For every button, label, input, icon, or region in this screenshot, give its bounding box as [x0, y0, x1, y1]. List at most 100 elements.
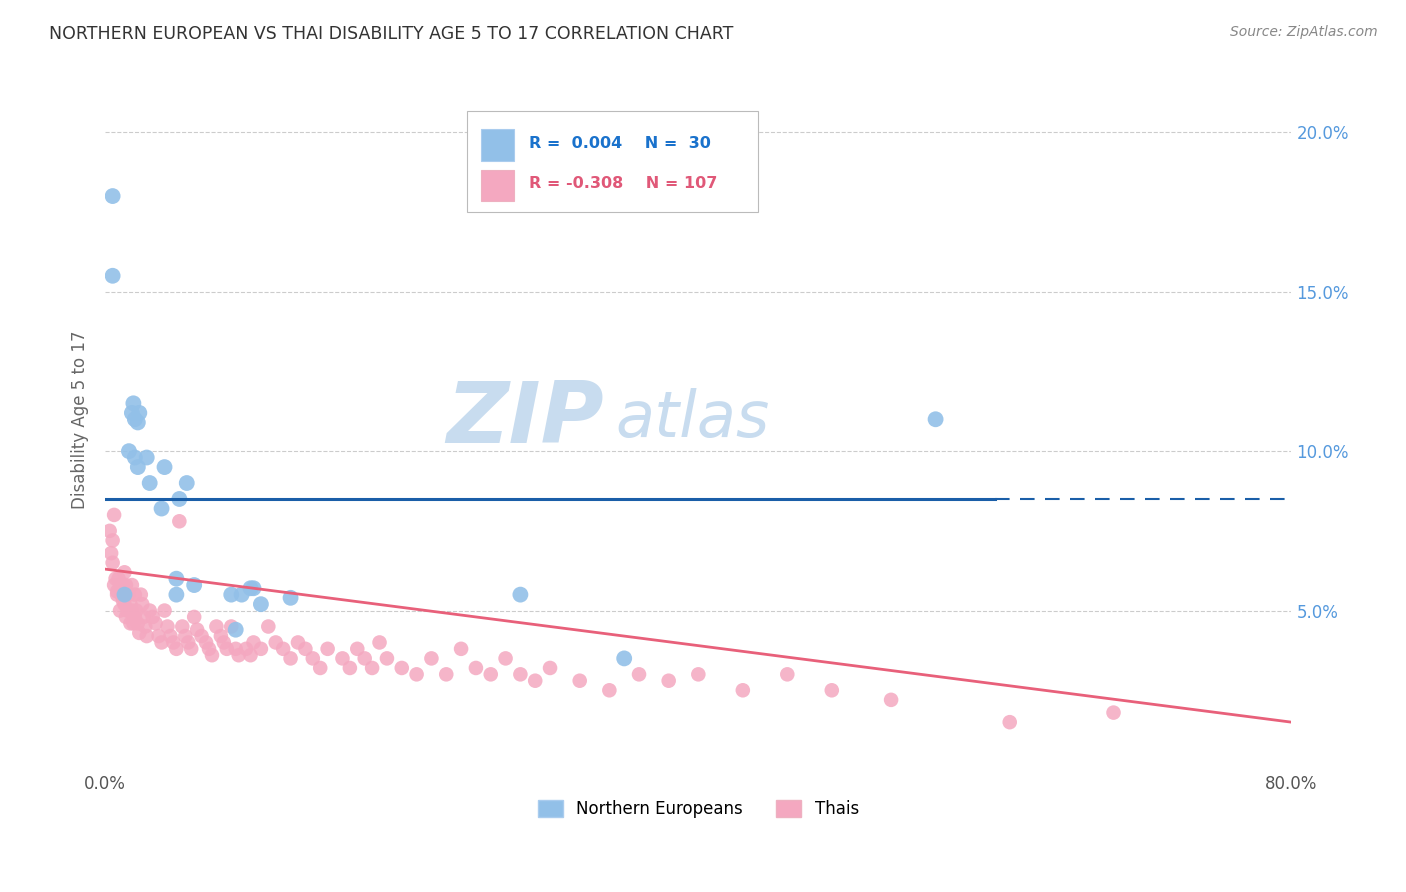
Point [177, 635, 200, 649]
Point [538, 661, 561, 675]
Point [108, 603, 131, 617]
Point [301, 651, 323, 665]
Point [250, 641, 273, 656]
Point [309, 661, 332, 675]
Point [368, 635, 391, 649]
Point [111, 578, 134, 592]
Legend: Northern Europeans, Thais: Northern Europeans, Thais [531, 793, 866, 825]
Point [294, 641, 316, 656]
Text: Source: ZipAtlas.com: Source: ZipAtlas.com [1230, 25, 1378, 39]
Point [138, 476, 160, 491]
Point [242, 635, 264, 649]
Point [114, 566, 136, 580]
Point [148, 629, 170, 643]
Point [105, 588, 128, 602]
Point [134, 619, 156, 633]
Bar [481, 129, 515, 161]
Point [215, 641, 238, 656]
Point [361, 661, 384, 675]
Point [110, 588, 132, 602]
Point [169, 491, 191, 506]
Point [122, 616, 145, 631]
Point [150, 635, 173, 649]
Point [183, 610, 205, 624]
Point [257, 619, 280, 633]
Point [124, 588, 146, 602]
Point [464, 661, 486, 675]
Point [114, 588, 136, 602]
Point [271, 641, 294, 656]
Point [105, 584, 128, 599]
Point [121, 603, 143, 617]
Point [104, 572, 127, 586]
Point [124, 610, 146, 624]
Point [121, 578, 143, 592]
Point [821, 683, 844, 698]
Point [128, 406, 150, 420]
Point [235, 641, 257, 656]
Point [198, 641, 221, 656]
Point [688, 667, 710, 681]
Point [165, 641, 187, 656]
Point [346, 641, 368, 656]
Point [108, 578, 131, 592]
Point [186, 623, 208, 637]
Point [524, 673, 547, 688]
Point [120, 616, 142, 631]
Text: atlas: atlas [616, 388, 769, 450]
Point [391, 661, 413, 675]
Point [1102, 706, 1125, 720]
Point [115, 578, 138, 592]
Point [219, 619, 242, 633]
Point [509, 667, 531, 681]
Point [120, 597, 142, 611]
Point [127, 616, 149, 631]
Point [101, 189, 124, 203]
Point [613, 651, 636, 665]
Point [339, 661, 361, 675]
Point [776, 667, 799, 681]
Point [998, 715, 1021, 730]
Point [114, 597, 136, 611]
Point [316, 641, 339, 656]
Point [153, 460, 176, 475]
Point [420, 651, 443, 665]
Point [169, 514, 191, 528]
Point [242, 581, 264, 595]
Point [124, 450, 146, 465]
Point [450, 641, 472, 656]
Point [124, 412, 146, 426]
Point [239, 648, 262, 663]
Point [127, 460, 149, 475]
Point [287, 635, 309, 649]
Point [132, 610, 155, 624]
Point [509, 588, 531, 602]
Point [135, 629, 157, 643]
Point [101, 268, 124, 283]
Point [122, 396, 145, 410]
Point [598, 683, 620, 698]
Point [117, 603, 139, 617]
Point [225, 623, 247, 637]
Point [165, 572, 187, 586]
FancyBboxPatch shape [467, 111, 758, 212]
Point [138, 603, 160, 617]
Point [145, 616, 167, 631]
Point [165, 588, 187, 602]
Text: R = -0.308    N = 107: R = -0.308 N = 107 [529, 177, 717, 192]
Point [658, 673, 681, 688]
Point [111, 594, 134, 608]
Point [176, 476, 198, 491]
Point [98, 524, 121, 538]
Text: NORTHERN EUROPEAN VS THAI DISABILITY AGE 5 TO 17 CORRELATION CHART: NORTHERN EUROPEAN VS THAI DISABILITY AGE… [49, 25, 734, 43]
Point [107, 572, 129, 586]
Point [131, 597, 153, 611]
Point [225, 641, 247, 656]
Point [201, 648, 224, 663]
Point [195, 635, 218, 649]
Point [180, 641, 202, 656]
Point [142, 610, 165, 624]
Point [103, 508, 125, 522]
Point [153, 603, 176, 617]
Text: ZIP: ZIP [446, 377, 603, 461]
